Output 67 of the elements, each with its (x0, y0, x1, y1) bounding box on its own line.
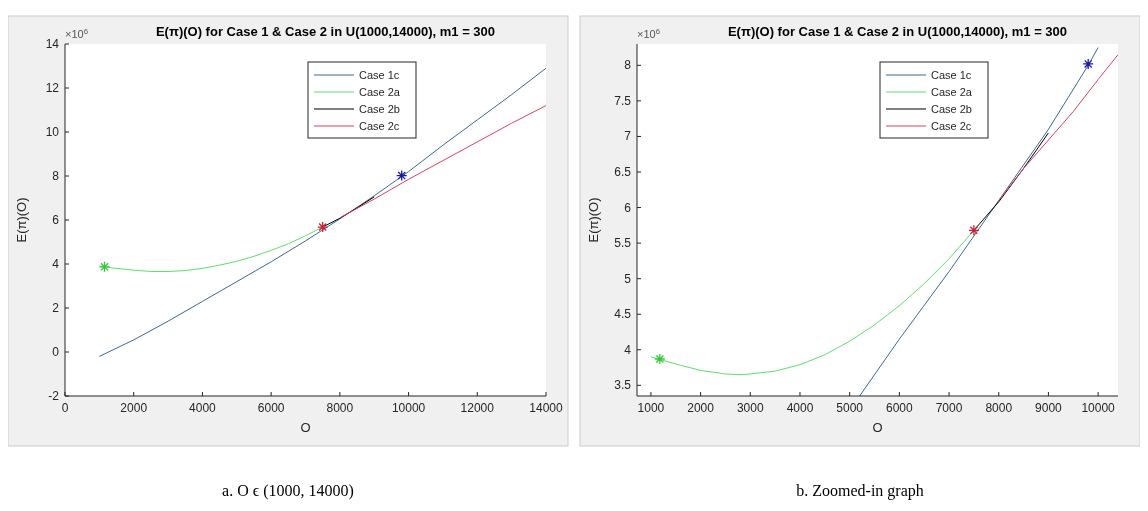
point (396, 169, 408, 182)
chart-title: E(π)(O) for Case 1 & Case 2 in U(1000,14000), m1 = 300 (727, 24, 1068, 39)
y-tick-label: 3.5 (614, 378, 632, 393)
line-series (339, 105, 546, 219)
x-axis-title: O (300, 420, 311, 435)
legend-label: Case 2a (931, 86, 973, 98)
x-tick-label: 9000 (1035, 401, 1063, 415)
x-tick-label: 0 (61, 401, 69, 415)
legend-label: Case 2a (359, 86, 401, 98)
text: ×10$^{6}$ (637, 26, 660, 40)
y-tick-label: 7 (624, 129, 632, 144)
line-series (98, 67, 546, 357)
x-tick-label: 2000 (120, 401, 148, 415)
point (968, 224, 980, 236)
x-tick-label: 1000 (637, 401, 665, 415)
point (317, 221, 329, 233)
text: ×10$^{6}$ (65, 26, 88, 40)
x-tick-label: 5000 (836, 401, 864, 415)
y-axis-title: E(π)(O) (586, 197, 601, 243)
y-tick-label: -2 (48, 389, 60, 403)
y-tick-label: 5.5 (614, 236, 632, 251)
y-tick-label: 2 (52, 301, 60, 315)
chart-title: E(π)(O) for Case 1 & Case 2 in U(1000,14000), m1 = 300 (155, 24, 496, 39)
y-tick-label: 10 (45, 125, 60, 139)
y-tick-label: 5 (624, 271, 632, 286)
text: a. O ϵ (1000, 14000) (222, 482, 354, 500)
legend-label: Case 2c (931, 120, 972, 132)
point (654, 353, 666, 365)
y-tick-label: 4.5 (614, 307, 632, 322)
x-tick-label: 4000 (189, 401, 217, 415)
legend-label: Case 1c (931, 69, 972, 81)
legend-label: Case 2b (931, 103, 972, 115)
x-tick-label: 3000 (736, 401, 764, 415)
line-series (322, 196, 375, 228)
legend-label: Case 2b (359, 103, 400, 115)
y-tick-label: 14 (45, 37, 60, 51)
legend-label: Case 2c (359, 120, 400, 132)
y-tick-label: 4 (52, 257, 60, 271)
y-axis-title: E(π)(O) (14, 197, 29, 243)
point (1082, 58, 1094, 70)
x-tick-label: 14000 (529, 401, 564, 415)
y-tick-label: 7.5 (614, 93, 632, 108)
y-tick-label: 6.5 (614, 165, 632, 179)
point (98, 261, 111, 273)
y-tick-label: 8 (52, 169, 60, 183)
line-series (859, 47, 1099, 396)
y-tick-label: 6 (52, 213, 60, 227)
x-tick-label: 10000 (1081, 401, 1116, 415)
legend-label: Case 1c (359, 69, 400, 81)
x-tick-label: 6000 (886, 401, 914, 415)
x-tick-label: 4000 (786, 401, 814, 415)
x-tick-label: 8000 (985, 401, 1013, 415)
x-tick-label: 12000 (460, 401, 495, 415)
x-tick-label: 2000 (687, 401, 715, 415)
y-tick-label: 0 (52, 345, 60, 359)
line-series (973, 132, 1049, 231)
x-tick-label: 7000 (935, 401, 963, 415)
line-series (998, 54, 1118, 201)
y-tick-label: 8 (624, 58, 632, 73)
x-tick-label: 10000 (391, 401, 426, 415)
y-tick-label: 6 (624, 200, 632, 215)
x-tick-label: 6000 (257, 401, 285, 415)
x-axis-title: O (872, 420, 883, 435)
text: b. Zoomed-in graph (796, 482, 924, 500)
y-tick-label: 12 (45, 81, 60, 95)
x-tick-label: 8000 (326, 401, 354, 415)
y-tick-label: 4 (624, 342, 632, 357)
